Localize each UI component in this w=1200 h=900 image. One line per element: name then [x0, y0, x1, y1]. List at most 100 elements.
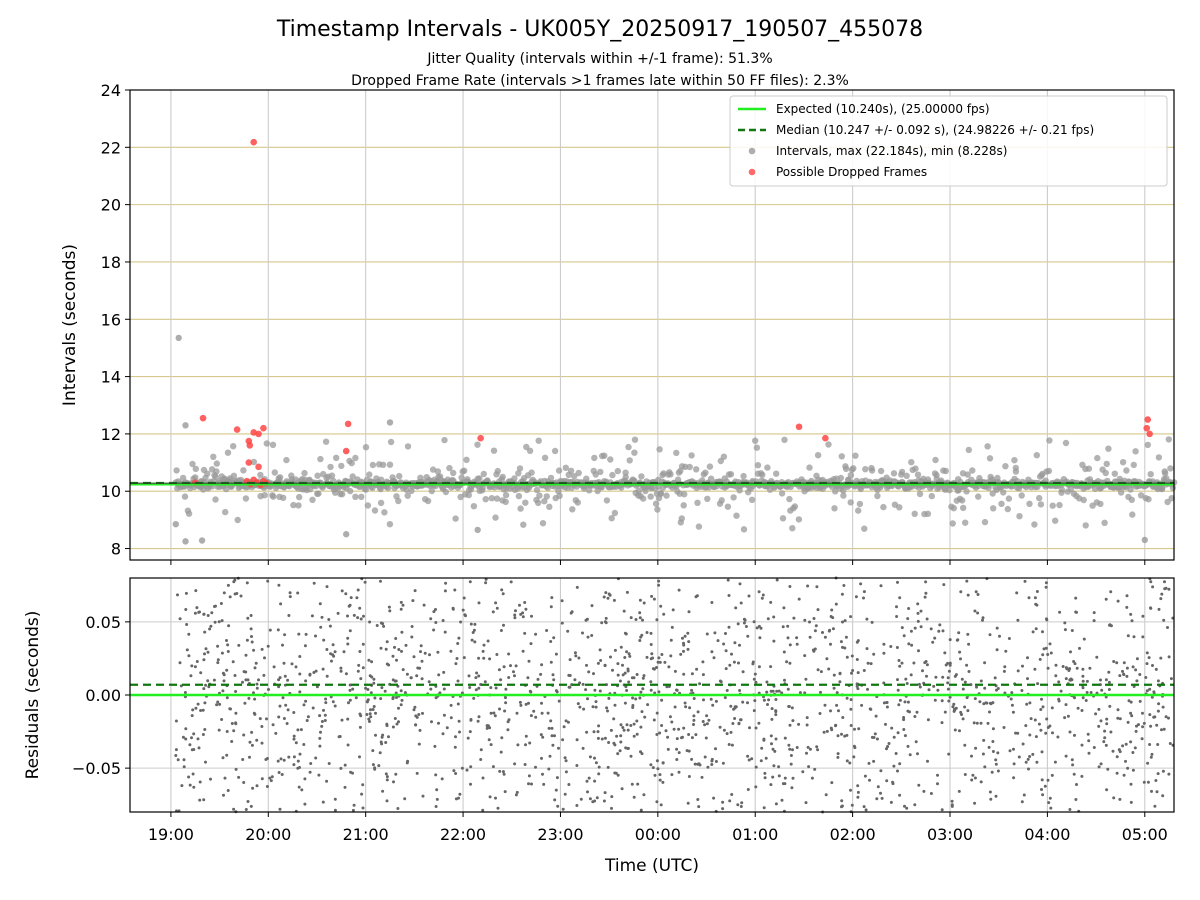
interval-point — [301, 469, 308, 477]
residual-point — [394, 691, 398, 695]
interval-point — [1085, 465, 1093, 472]
residual-point — [762, 806, 766, 810]
residual-point — [501, 770, 505, 774]
interval-point — [541, 498, 548, 505]
residual-point — [1011, 710, 1015, 714]
residual-point — [488, 657, 492, 661]
residual-point — [282, 758, 286, 762]
residual-point — [762, 698, 766, 702]
interval-point — [1002, 463, 1009, 470]
residual-point — [848, 761, 852, 765]
interval-point — [1018, 492, 1025, 499]
residual-point — [958, 650, 962, 654]
residual-point — [687, 733, 691, 736]
residual-point — [277, 715, 281, 719]
residual-point — [666, 747, 670, 751]
residual-point — [807, 765, 811, 769]
residual-point — [867, 761, 871, 765]
residual-point — [771, 775, 775, 779]
interval-point — [181, 493, 189, 500]
residual-point — [655, 733, 659, 736]
residual-point — [1029, 717, 1033, 721]
residual-point — [399, 703, 403, 707]
residual-point — [298, 752, 302, 756]
residual-point — [640, 752, 644, 756]
interval-point — [533, 486, 541, 494]
residual-point — [996, 769, 1000, 773]
residual-point — [197, 610, 201, 614]
residual-point — [584, 688, 588, 692]
residual-point — [359, 714, 363, 718]
residual-point — [248, 740, 252, 744]
residual-point — [791, 719, 795, 723]
residual-point — [1164, 715, 1168, 719]
interval-point — [754, 462, 762, 469]
residual-point — [593, 779, 597, 783]
residual-point — [331, 700, 335, 704]
residual-point — [979, 780, 983, 784]
residual-point — [551, 673, 555, 677]
residual-point — [606, 765, 610, 769]
dropped-frame-point — [822, 434, 829, 442]
residual-point — [1161, 705, 1165, 709]
interval-point — [213, 460, 220, 467]
residual-point — [638, 616, 642, 620]
residual-point — [451, 606, 455, 610]
interval-point — [806, 464, 813, 471]
residual-point — [959, 657, 962, 661]
residual-point — [303, 777, 307, 781]
interval-point — [377, 499, 385, 507]
residual-point — [279, 757, 283, 761]
residual-point — [237, 775, 241, 779]
interval-point — [516, 465, 524, 472]
residual-point — [203, 652, 206, 656]
residual-point — [973, 801, 977, 805]
residual-point — [521, 615, 525, 619]
residual-point — [675, 737, 679, 741]
residual-point — [688, 706, 692, 710]
interval-point — [990, 505, 997, 512]
bottom-y-tick-label: −0.05 — [72, 759, 121, 778]
residual-point — [317, 773, 321, 777]
residual-point — [1022, 793, 1026, 797]
interval-point — [614, 467, 621, 475]
residual-point — [564, 770, 568, 774]
residual-point — [1121, 669, 1124, 673]
residual-point — [373, 696, 377, 700]
residual-point — [797, 597, 801, 601]
residual-point — [623, 701, 627, 705]
interval-point — [461, 467, 468, 474]
interval-point — [916, 490, 924, 498]
residual-point — [673, 669, 677, 673]
residual-point — [403, 691, 407, 695]
residual-point — [910, 643, 914, 647]
residual-point — [255, 682, 259, 686]
residual-point — [898, 596, 902, 600]
interval-point — [567, 467, 575, 474]
residual-point — [680, 736, 683, 740]
residual-point — [529, 642, 533, 646]
residual-point — [579, 797, 583, 801]
residual-point — [954, 673, 958, 677]
residual-point — [237, 643, 241, 647]
interval-point — [482, 496, 489, 503]
residual-point — [496, 806, 500, 810]
interval-point — [362, 486, 370, 493]
residual-point — [1059, 689, 1063, 693]
residual-point — [430, 720, 433, 724]
dropped-frame-point — [233, 426, 241, 433]
residual-point — [1016, 731, 1020, 735]
residual-point — [894, 752, 898, 755]
residual-point — [710, 763, 714, 766]
residual-point — [795, 642, 799, 646]
residual-point — [202, 612, 206, 616]
residual-point — [469, 782, 472, 786]
residual-point — [325, 585, 329, 589]
residual-point — [436, 650, 440, 654]
interval-point — [686, 463, 693, 471]
residual-point — [1069, 650, 1072, 654]
top-y-tick-label: 12 — [101, 425, 121, 444]
interval-point — [1046, 437, 1053, 444]
residual-point — [1151, 664, 1154, 667]
residual-point — [465, 768, 469, 772]
